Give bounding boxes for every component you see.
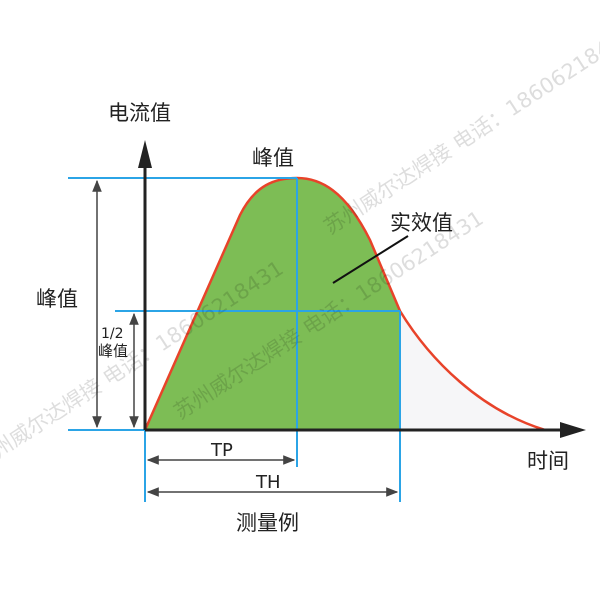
tail-area <box>400 311 545 430</box>
tp-label: TP <box>210 440 233 461</box>
th-label: TH <box>255 472 281 493</box>
half-peak-label-2: 峰值 <box>98 342 128 360</box>
effective-value-leader <box>332 235 409 284</box>
y-axis-arrow <box>138 140 152 168</box>
peak-left-label: 峰值 <box>36 287 78 311</box>
peak-top-label: 峰值 <box>252 146 294 170</box>
caption: 测量例 <box>236 511 299 535</box>
current-curve <box>143 176 546 432</box>
x-axis-label: 时间 <box>527 449 569 473</box>
effective-area <box>145 178 400 430</box>
y-axis-label: 电流值 <box>108 101 171 125</box>
half-peak-label-1: 1/2 <box>101 326 124 342</box>
effective-value-label: 实效值 <box>390 211 453 235</box>
guide-lines <box>68 177 401 502</box>
x-axis-arrow <box>560 422 586 438</box>
svg-text:苏州威尔达焊接 电话：18606218431: 苏州威尔达焊接 电话：18606218431 <box>320 21 600 239</box>
